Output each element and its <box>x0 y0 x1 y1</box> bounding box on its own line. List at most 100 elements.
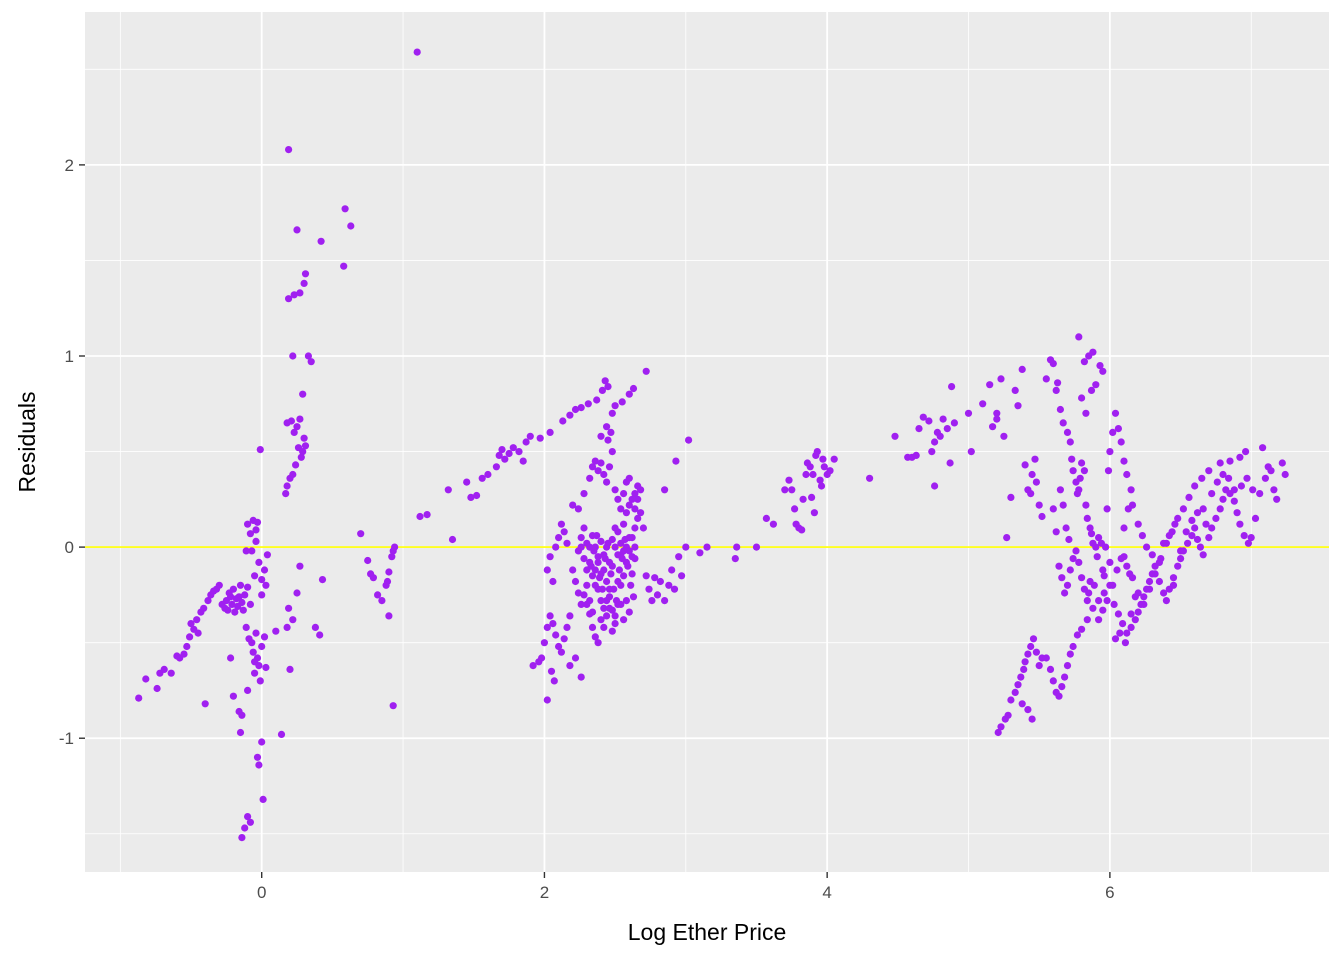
data-point <box>617 505 625 513</box>
data-point <box>519 457 527 465</box>
data-point <box>263 551 271 559</box>
data-point <box>1267 467 1275 475</box>
data-point <box>607 570 615 578</box>
x-axis-title: Log Ether Price <box>628 919 787 945</box>
data-point <box>1086 524 1094 532</box>
data-point <box>915 425 923 433</box>
data-point <box>1011 688 1019 697</box>
data-point <box>675 553 683 561</box>
data-point <box>1102 543 1110 551</box>
data-point <box>584 400 592 408</box>
data-point <box>628 495 636 503</box>
data-point <box>1188 532 1196 540</box>
data-point <box>236 728 245 737</box>
data-point <box>781 486 789 494</box>
data-point <box>569 501 577 509</box>
data-point <box>187 620 195 628</box>
data-point <box>1072 547 1080 555</box>
data-point <box>1032 478 1040 486</box>
data-point <box>1121 639 1129 647</box>
data-point <box>1256 490 1264 498</box>
data-point <box>244 686 252 695</box>
data-point <box>1113 566 1121 574</box>
data-point <box>1273 495 1281 503</box>
data-point <box>1145 585 1154 593</box>
data-point <box>1017 673 1025 681</box>
data-point <box>682 543 690 551</box>
data-point <box>378 597 386 605</box>
data-point <box>1011 386 1019 394</box>
data-point <box>258 738 266 746</box>
data-point <box>289 470 297 479</box>
data-point <box>703 543 711 551</box>
data-point <box>1138 532 1146 540</box>
data-point <box>1024 650 1032 658</box>
data-point <box>1278 459 1286 467</box>
data-point <box>608 448 616 456</box>
data-point <box>1069 555 1077 563</box>
data-point <box>1056 405 1064 414</box>
data-point <box>160 665 168 674</box>
data-point <box>1065 535 1073 544</box>
data-point <box>167 669 175 677</box>
data-point <box>604 436 612 444</box>
data-point <box>577 673 585 681</box>
data-point <box>637 486 645 494</box>
data-point <box>495 451 503 459</box>
data-point <box>600 604 608 612</box>
data-point <box>1131 593 1139 601</box>
data-point <box>1035 662 1043 670</box>
data-point <box>1106 448 1114 456</box>
data-point <box>1100 572 1108 580</box>
data-point <box>608 409 616 417</box>
data-point <box>611 524 619 532</box>
data-point <box>785 476 793 484</box>
data-point <box>1236 520 1244 528</box>
data-point <box>204 597 212 605</box>
data-point <box>318 576 327 584</box>
data-point <box>617 600 625 609</box>
data-point <box>1082 501 1090 509</box>
data-point <box>498 446 506 454</box>
data-point <box>1076 474 1084 482</box>
data-point <box>444 486 452 494</box>
data-point <box>1029 635 1038 643</box>
data-point <box>340 262 348 270</box>
y-axis: -1 0 1 2 <box>59 156 85 748</box>
data-point <box>239 606 247 614</box>
plot-panel <box>85 12 1329 872</box>
data-point <box>1092 543 1100 551</box>
data-point <box>1212 514 1220 523</box>
data-point <box>622 543 631 551</box>
data-point <box>610 585 618 593</box>
data-point <box>1216 459 1224 467</box>
data-point <box>631 524 639 532</box>
data-point <box>388 553 396 561</box>
y-axis-title: Residuals <box>14 392 40 493</box>
data-point <box>1082 409 1090 417</box>
data-point <box>555 534 563 542</box>
data-point <box>625 501 633 509</box>
data-point <box>665 581 673 589</box>
data-point <box>543 623 551 632</box>
data-point <box>241 591 249 599</box>
data-point <box>1116 629 1124 637</box>
data-point <box>566 411 574 419</box>
data-point <box>529 662 537 670</box>
data-point <box>1120 553 1128 561</box>
data-point <box>1103 505 1111 513</box>
data-point <box>290 428 298 436</box>
data-point <box>1111 635 1120 643</box>
data-point <box>1032 648 1040 656</box>
data-point <box>238 834 246 842</box>
data-point <box>622 509 631 517</box>
data-point <box>224 606 232 614</box>
data-point <box>620 520 628 528</box>
data-point <box>1247 534 1255 542</box>
data-point <box>1140 600 1148 609</box>
data-point <box>255 761 263 769</box>
data-point <box>258 642 266 651</box>
data-point <box>492 463 500 471</box>
data-point <box>1054 379 1062 387</box>
data-point <box>830 455 838 463</box>
